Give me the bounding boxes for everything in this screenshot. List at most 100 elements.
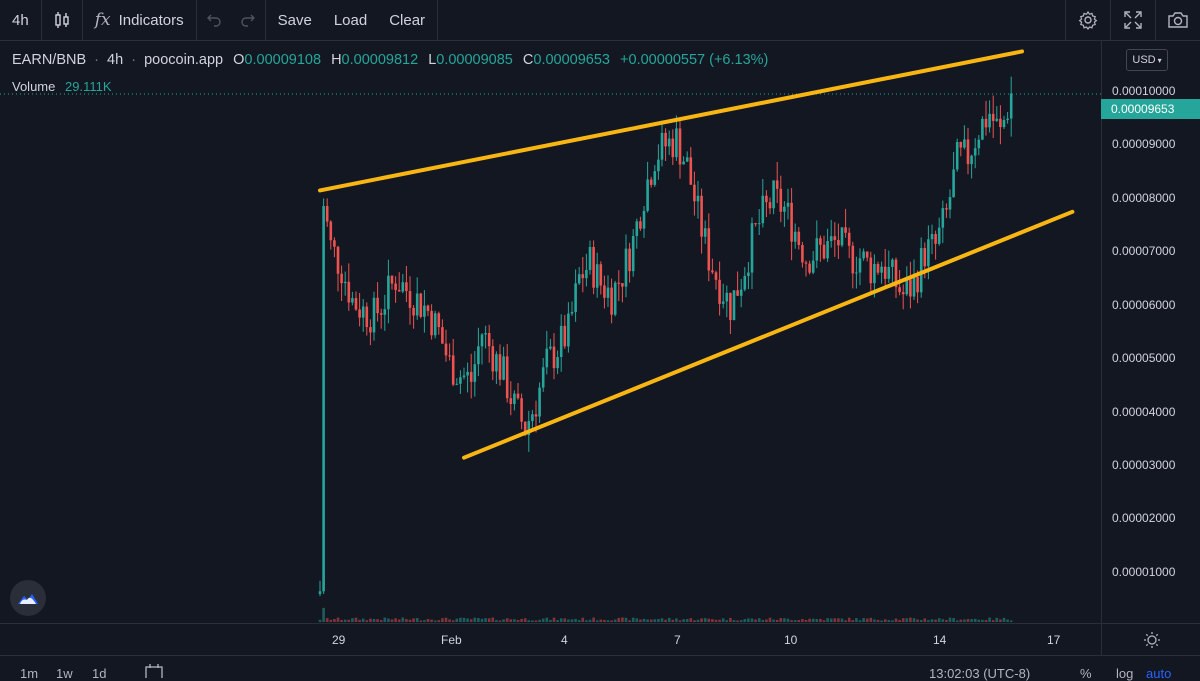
symbol-label[interactable]: EARN/BNB — [12, 52, 87, 68]
candle-body — [408, 291, 412, 308]
tradingview-logo[interactable] — [10, 580, 46, 616]
range-1d-button[interactable]: 1d — [92, 666, 107, 681]
candle-body — [973, 148, 977, 156]
volume-bar — [325, 618, 329, 622]
candle-body — [880, 266, 883, 273]
price-axis[interactable]: 0.00010000 0.00009000 0.00008000 0.00007… — [1101, 41, 1200, 623]
time-tick: 10 — [784, 633, 798, 647]
clock-label[interactable]: 13:02:03 (UTC-8) — [929, 666, 1031, 681]
candle-body — [750, 223, 754, 273]
candle-body — [534, 414, 538, 417]
candle-body — [415, 293, 419, 316]
save-button[interactable]: Save — [266, 0, 324, 40]
fullscreen-button[interactable] — [1111, 0, 1155, 40]
log-toggle[interactable]: log — [1116, 666, 1134, 681]
candle-body — [412, 307, 415, 316]
chart-pane[interactable] — [0, 41, 1101, 623]
currency-label: USD — [1132, 54, 1156, 66]
candle-body — [761, 195, 765, 224]
axis-settings-button[interactable] — [1101, 623, 1200, 656]
candle-body — [963, 139, 966, 148]
volume-bar — [520, 618, 523, 622]
candle-body — [862, 251, 865, 259]
candle-body — [858, 258, 862, 273]
volume-bar — [923, 618, 927, 622]
volume-bar — [905, 618, 909, 622]
candle-body — [736, 290, 739, 296]
chart-type-button[interactable] — [42, 0, 82, 40]
volume-bar — [628, 620, 631, 622]
volume-bar — [433, 620, 437, 622]
candle-body — [883, 266, 887, 279]
candle-body — [649, 179, 653, 185]
price-tick: 0.00005000 — [1112, 351, 1176, 365]
volume-bar — [747, 618, 750, 622]
volume-bar — [664, 619, 667, 622]
load-label: Load — [333, 11, 368, 29]
volume-bar — [383, 617, 387, 622]
candle-body — [783, 206, 786, 212]
candle-body — [826, 241, 829, 259]
volume-bar — [851, 620, 855, 622]
candle-body — [991, 113, 995, 121]
candle-body — [919, 248, 923, 293]
high-label: H — [331, 52, 342, 68]
clear-button[interactable]: Clear — [377, 0, 437, 40]
candle-body — [329, 221, 333, 241]
price-tick: 0.00003000 — [1112, 458, 1176, 472]
volume-bar — [642, 618, 646, 622]
auto-toggle[interactable]: auto — [1146, 666, 1172, 681]
candle-body — [909, 279, 912, 297]
range-1m-button[interactable]: 1m — [20, 666, 39, 681]
toolbar-divider — [40, 0, 42, 40]
redo-button[interactable] — [231, 0, 265, 40]
candle-body — [1009, 93, 1013, 119]
candle-body — [772, 180, 775, 209]
calendar-icon[interactable] — [145, 664, 163, 681]
currency-select[interactable]: USD ▾ — [1126, 49, 1168, 71]
volume-bar — [653, 619, 657, 622]
volume-bar — [826, 618, 829, 622]
candle-body — [945, 208, 948, 210]
percent-toggle[interactable]: % — [1080, 666, 1092, 681]
volume-bar — [743, 619, 747, 622]
volume-bar — [567, 619, 570, 622]
volume-bar — [361, 618, 365, 622]
open-value: 0.00009108 — [244, 52, 322, 68]
fx-icon: fx — [94, 10, 111, 30]
candle-body — [358, 309, 361, 318]
settings-button[interactable] — [1066, 0, 1110, 40]
interval-button[interactable]: 4h — [0, 0, 41, 40]
candles-icon — [54, 12, 69, 28]
candle-body — [930, 234, 934, 240]
volume-bar — [779, 618, 783, 622]
volume-bar — [977, 619, 981, 622]
candle-body — [869, 257, 873, 284]
volume-bar — [739, 620, 743, 622]
legend-interval: 4h — [107, 52, 124, 68]
indicators-button[interactable]: fx Indicators — [83, 0, 196, 40]
candle-body — [325, 206, 329, 222]
volume-bar — [927, 620, 930, 622]
load-button[interactable]: Load — [324, 0, 377, 40]
candle-body — [732, 290, 736, 321]
candle-body — [646, 179, 649, 211]
volume-bar — [667, 617, 671, 622]
volume-bar — [1009, 620, 1013, 622]
volume-bar — [873, 619, 876, 622]
undo-icon — [206, 14, 221, 27]
toolbar-divider — [264, 0, 266, 40]
time-axis[interactable]: 29 Feb 4 7 10 14 17 — [0, 623, 1101, 656]
candlestick-chart[interactable] — [0, 41, 1101, 623]
volume-bar — [480, 618, 484, 622]
undo-button[interactable] — [197, 0, 231, 40]
toolbar-divider — [1155, 0, 1156, 40]
snapshot-button[interactable] — [1156, 0, 1200, 40]
candle-body — [405, 282, 408, 292]
volume-bar — [347, 619, 351, 622]
volume-bar — [772, 619, 775, 622]
range-1w-button[interactable]: 1w — [56, 666, 73, 681]
volume-bar — [721, 618, 725, 622]
candle-body — [718, 279, 721, 304]
save-label: Save — [277, 11, 312, 29]
